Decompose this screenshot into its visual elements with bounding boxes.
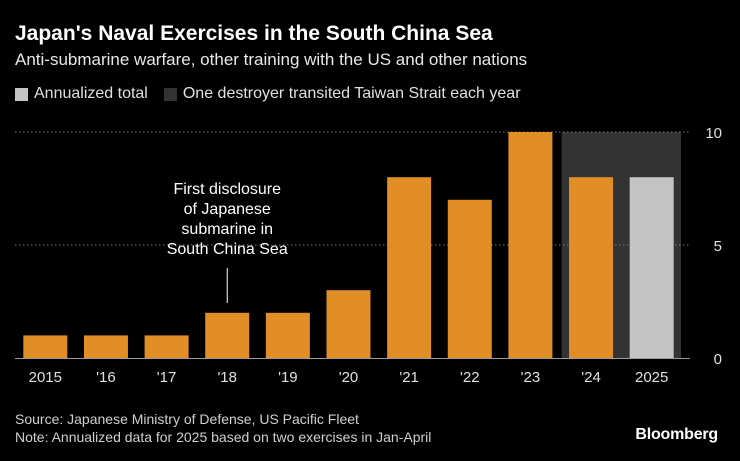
bar-exercises-8: [508, 132, 553, 358]
x-tick-label-5: '20: [339, 369, 359, 386]
source-text: Source: Japanese Ministry of Defense, US…: [15, 411, 359, 427]
y-tick-label-10: 10: [705, 125, 722, 142]
annotation-line-2: submarine in: [181, 221, 273, 238]
x-tick-label-4: '19: [278, 369, 298, 386]
legend-item-taiwan-strait: One destroyer transited Taiwan Strait ea…: [163, 85, 521, 103]
legend-swatch-taiwan-strait: [163, 87, 177, 101]
note-text: Note: Annualized data for 2025 based on …: [15, 429, 432, 445]
legend-swatch-annualized: [15, 87, 28, 101]
y-tick-label-5: 5: [714, 238, 722, 255]
bar-exercises-5: [326, 290, 371, 358]
bar-exercises-9: [569, 177, 614, 358]
bar-annualized-10: [629, 177, 674, 358]
chart-subtitle: Anti-submarine warfare, other training w…: [15, 50, 528, 69]
bar-exercises-3: [205, 312, 250, 358]
x-tick-label-6: '21: [399, 369, 419, 386]
bar-exercises-2: [144, 335, 189, 358]
legend: Annualized total One destroyer transited…: [15, 85, 537, 103]
bloomberg-logo: Bloomberg: [635, 426, 718, 443]
annotation-line-0: First disclosure: [173, 181, 281, 198]
annotation-line-1: of Japanese: [184, 201, 271, 218]
x-tick-label-0: 2015: [29, 369, 62, 386]
legend-item-annualized: Annualized total: [15, 85, 148, 103]
annotation-line-3: South China Sea: [167, 241, 288, 258]
x-tick-label-9: '24: [581, 369, 601, 386]
x-tick-label-7: '22: [460, 369, 480, 386]
x-tick-label-10: 2025: [635, 369, 668, 386]
bar-exercises-6: [387, 177, 432, 358]
bar-exercises-1: [83, 335, 128, 358]
x-tick-label-2: '17: [157, 369, 177, 386]
bar-exercises-7: [447, 199, 492, 358]
bar-exercises-0: [23, 335, 68, 358]
legend-label-annualized: Annualized total: [34, 85, 148, 102]
x-tick-label-1: '16: [96, 369, 116, 386]
bar-exercises-4: [265, 312, 310, 358]
footer-notes: Source: Japanese Ministry of Defense, US…: [15, 410, 431, 446]
x-tick-label-3: '18: [217, 369, 237, 386]
chart-title: Japan's Naval Exercises in the South Chi…: [15, 22, 493, 45]
x-tick-label-8: '23: [521, 369, 541, 386]
legend-label-taiwan-strait: One destroyer transited Taiwan Strait ea…: [182, 85, 521, 102]
y-tick-label-0: 0: [714, 351, 722, 368]
